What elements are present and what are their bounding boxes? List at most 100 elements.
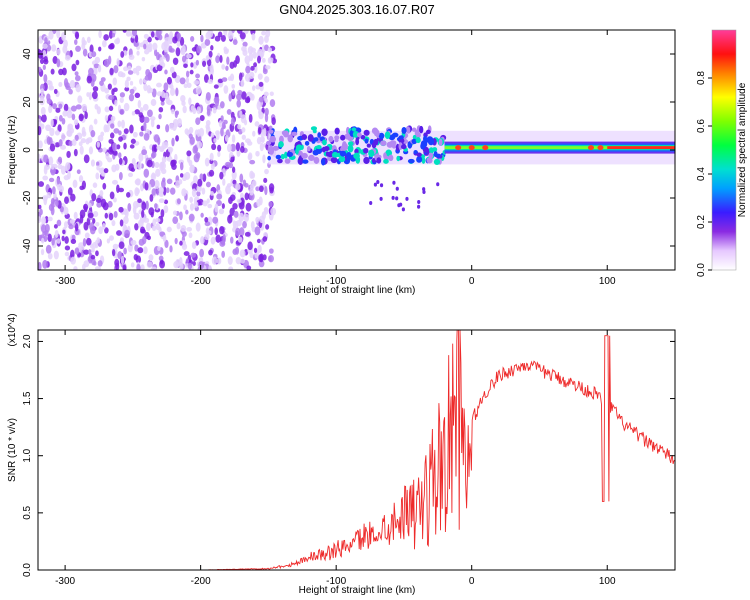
spectrogram-noise-cell (97, 141, 100, 147)
colorbar: 0.00.20.40.60.8 Normalized spectral ampl… (696, 30, 748, 277)
spectrogram-noise-cell (184, 251, 190, 256)
spectrogram-noise-cell (121, 120, 125, 129)
spectrogram-noise-cell (220, 115, 223, 121)
spectrogram-noise-cell (55, 130, 60, 135)
spectrogram-x-tick-label: -200 (191, 276, 211, 287)
spectrogram-noise-cell (167, 77, 172, 85)
spectrogram-noise-cell (119, 172, 123, 180)
spectrogram-noise-cell (194, 153, 200, 162)
spectrogram-noise-cell (55, 200, 59, 207)
spectrogram-noise-cell (70, 80, 75, 89)
spectrogram-noise-cell (149, 254, 154, 261)
spectrogram-noise-cell (176, 47, 181, 56)
spectrogram-noise-cell (98, 47, 101, 52)
spectrogram-noise-cell (131, 139, 136, 144)
spectrogram-noise-cell (157, 125, 161, 129)
spectrogram-noise-cell (154, 134, 160, 142)
spectrogram-noise-cell (214, 97, 220, 104)
spectrogram-band-peak (588, 145, 594, 150)
spectrogram-noise-cell (228, 266, 233, 271)
spectrogram-noise-cell (151, 31, 155, 37)
spectrogram-noise-cell (214, 84, 219, 88)
spectrogram-noise-cell (83, 222, 88, 231)
spectrogram-signal-cell (305, 141, 309, 146)
spectrogram-noise-cell (196, 60, 199, 66)
spectrogram-noise-cell (190, 253, 196, 258)
spectrogram-noise-cell (159, 260, 165, 269)
spectrogram-noise-cell (213, 138, 216, 143)
spectrogram-noise-cell (138, 161, 142, 170)
spectrogram-noise-cell (130, 144, 135, 148)
spectrogram-noise-cell (133, 68, 137, 74)
spectrogram-noise-cell (120, 51, 124, 58)
spectrogram-noise-cell (231, 117, 235, 126)
spectrogram-noise-cell (95, 173, 99, 180)
spectrogram-noise-cell (260, 143, 264, 151)
spectrogram-noise-cell (268, 201, 272, 207)
spectrogram-noise-cell (204, 234, 209, 240)
spectrogram-noise-cell (107, 157, 112, 162)
spectrogram-noise-cell (181, 225, 187, 232)
spectrogram-noise-cell (64, 175, 70, 180)
spectrogram-noise-cell (212, 256, 217, 265)
spectrogram-noise-cell (145, 182, 149, 190)
spectrogram-noise-cell (262, 154, 265, 163)
spectrogram-signal-cell (416, 156, 422, 163)
spectrogram-noise-cell (233, 39, 238, 45)
spectrogram-noise-cell (210, 45, 213, 51)
spectrogram-noise-cell (57, 184, 62, 191)
spectrogram-noise-cell (91, 193, 96, 201)
spectrogram-noise-cell (55, 230, 59, 238)
spectrogram-noise-cell (208, 250, 213, 256)
spectrogram-noise-cell (173, 211, 177, 216)
spectrogram-noise-cell (232, 167, 235, 173)
spectrogram-noise-cell (175, 180, 180, 188)
spectrogram-noise-cell (65, 162, 70, 171)
spectrogram-noise-cell (65, 55, 71, 61)
spectrogram-noise-cell (191, 165, 195, 170)
spectrogram-x-tick-label: -300 (55, 276, 75, 287)
spectrogram-signal-cell (301, 153, 308, 159)
spectrogram-noise-cell (186, 150, 191, 156)
spectrogram-band-peak (482, 145, 488, 150)
spectrogram-noise-cell (211, 133, 215, 138)
spectrogram-noise-cell (270, 99, 275, 107)
spectrogram-noise-cell (155, 218, 160, 223)
spectrogram-noise-cell (147, 261, 153, 268)
spectrogram-noise-cell (189, 214, 195, 222)
spectrogram-noise-cell (131, 240, 137, 245)
spectrogram-noise-cell (74, 119, 78, 125)
spectrogram-noise-cell (132, 28, 137, 36)
spectrogram-signal-cell (348, 141, 354, 146)
spectrogram-signal-cell (417, 200, 420, 204)
spectrogram-noise-cell (97, 106, 101, 114)
spectrogram-noise-cell (62, 230, 65, 234)
spectrogram-noise-cell (87, 137, 93, 143)
spectrogram-noise-cell (202, 61, 206, 67)
spectrogram-noise-cell (83, 204, 88, 211)
spectrogram-noise-cell (249, 114, 253, 123)
spectrogram-signal-cell (278, 141, 284, 147)
spectrogram-noise-cell (202, 200, 207, 206)
spectrogram-noise-cell (68, 224, 73, 229)
spectrogram-noise-cell (261, 31, 266, 36)
spectrogram-noise-cell (102, 183, 106, 190)
spectrogram-noise-cell (149, 47, 152, 52)
spectrogram-noise-cell (219, 226, 224, 234)
spectrogram-noise-cell (124, 128, 129, 134)
spectrogram-noise-cell (166, 187, 170, 193)
spectrogram-signal-cell (399, 135, 404, 139)
colorbar-tick-label: 0.4 (696, 167, 707, 181)
colorbar-tick-label: 0.2 (696, 215, 707, 229)
spectrogram-noise-cell (92, 218, 95, 224)
spectrogram-noise-cell (186, 258, 189, 263)
spectrogram-noise-cell (130, 81, 133, 86)
snr-x-tick-label: -300 (55, 576, 75, 587)
spectrogram-noise-cell (99, 80, 104, 86)
spectrogram-noise-cell (148, 88, 153, 94)
spectrogram-noise-cell (236, 100, 241, 108)
spectrogram-noise-cell (237, 90, 242, 95)
spectrogram-band-peak (469, 145, 475, 150)
colorbar-label: Normalized spectral amplitude (737, 82, 748, 217)
spectrogram-noise-cell (91, 74, 96, 82)
